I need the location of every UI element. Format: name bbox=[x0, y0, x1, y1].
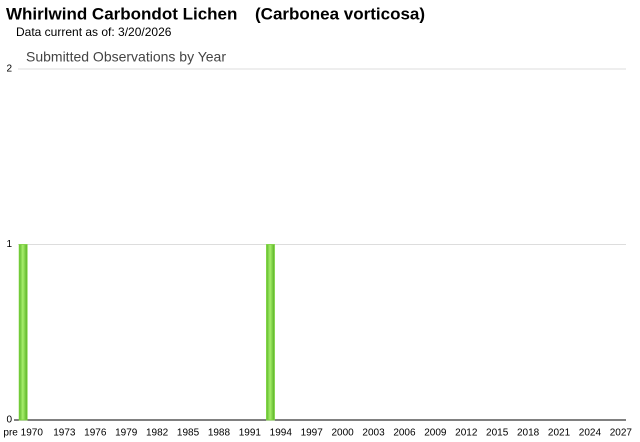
bar bbox=[266, 244, 275, 421]
scientific-name: (Carbonea vorticosa) bbox=[255, 4, 425, 23]
species-name: Whirlwind Carbondot Lichen bbox=[6, 4, 237, 23]
x-tick-label: 1973 bbox=[53, 428, 76, 439]
x-tick-label: 2027 bbox=[610, 428, 633, 439]
x-tick-label: 2024 bbox=[579, 428, 602, 439]
x-tick-label: 1988 bbox=[208, 428, 231, 439]
x-tick-label: 1976 bbox=[84, 428, 107, 439]
x-tick-label: 2009 bbox=[424, 428, 447, 439]
y-tick-label: 2 bbox=[6, 64, 12, 75]
bar bbox=[18, 244, 28, 421]
x-tick-label: 2015 bbox=[486, 428, 509, 439]
x-tick-label: pre 1970 bbox=[3, 428, 43, 439]
x-tick-label: 2006 bbox=[393, 428, 416, 439]
y-tick-label: 1 bbox=[6, 239, 12, 250]
x-tick-label: 2000 bbox=[331, 428, 354, 439]
x-tick-label: 2003 bbox=[362, 428, 385, 439]
x-tick-label: 1994 bbox=[270, 428, 293, 439]
x-tick-label: 1982 bbox=[146, 428, 169, 439]
x-tick-label: 2012 bbox=[455, 428, 478, 439]
y-tick-label: 0 bbox=[6, 415, 12, 426]
x-tick-label: 2018 bbox=[517, 428, 540, 439]
x-tick-label: 1979 bbox=[115, 428, 138, 439]
x-tick-label: 2021 bbox=[548, 428, 571, 439]
x-tick-label: 1997 bbox=[301, 428, 324, 439]
data-date: Data current as of: 3/20/2026 bbox=[16, 25, 172, 39]
chart-title: Submitted Observations by Year bbox=[26, 49, 226, 65]
x-tick-label: 1985 bbox=[177, 428, 200, 439]
x-tick-label: 1991 bbox=[239, 428, 262, 439]
